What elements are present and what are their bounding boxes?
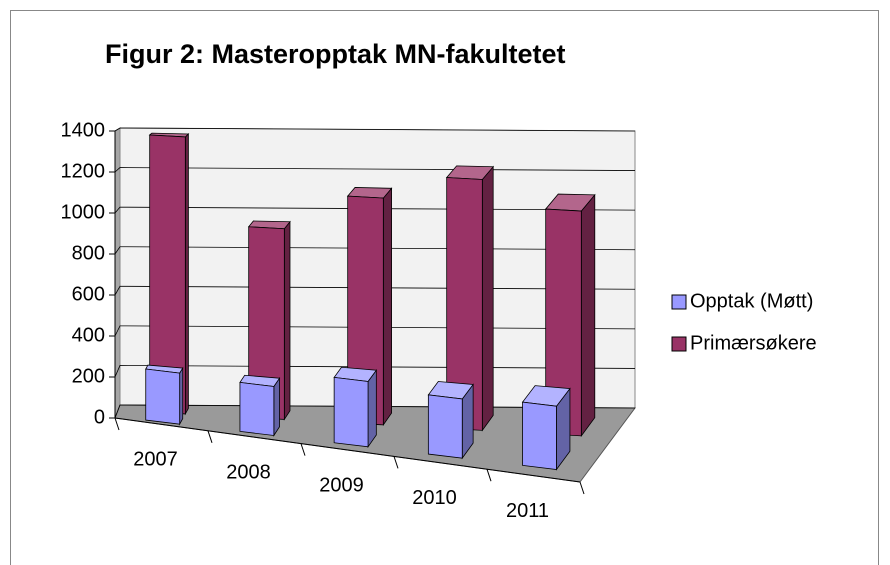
x-tick-label: 2009	[319, 474, 364, 496]
bar	[239, 374, 281, 437]
x-tick-label: 2008	[226, 461, 271, 483]
bar	[445, 165, 495, 432]
bar-side	[283, 220, 291, 421]
grid-line	[114, 127, 636, 132]
x-axis	[114, 417, 581, 483]
bar	[145, 364, 184, 426]
x-tick	[393, 456, 399, 469]
x-tick-label: 2010	[412, 487, 457, 509]
y-tick-label: 1000	[61, 201, 106, 223]
bar	[427, 381, 474, 460]
bar-front	[333, 376, 369, 448]
bar-front	[239, 381, 275, 436]
legend-label: Opptak (Møtt)	[690, 290, 813, 312]
legend-swatch	[671, 294, 687, 310]
bar-side	[481, 165, 494, 432]
y-tick-label: 800	[72, 242, 105, 264]
bar	[333, 366, 378, 449]
x-tick	[207, 430, 213, 443]
bar-side	[382, 187, 392, 427]
bar	[544, 193, 596, 438]
x-tick	[579, 481, 585, 495]
bar-side	[580, 193, 596, 438]
y-tick-label: 600	[72, 283, 105, 305]
bar-front	[427, 394, 463, 459]
x-tick	[486, 469, 492, 482]
bar	[346, 187, 393, 427]
legend-swatch	[671, 336, 687, 352]
bar-side	[179, 366, 184, 426]
bar-side	[184, 133, 189, 416]
bar-front	[145, 368, 181, 425]
x-tick-label: 2007	[133, 449, 178, 471]
legend-label: Primærsøkere	[690, 332, 817, 354]
x-tick-label: 2011	[506, 500, 549, 522]
bar-side	[367, 368, 377, 449]
bar-side	[273, 376, 280, 437]
bar-front	[522, 401, 557, 470]
y-tick-label: 1200	[61, 160, 106, 182]
x-tick	[300, 443, 306, 456]
y-tick-label: 1400	[61, 119, 106, 141]
bar	[521, 385, 571, 471]
x-tick	[114, 417, 120, 431]
chart-title: Figur 2: Masteropptak MN-fakultetet	[105, 39, 566, 69]
y-tick-label: 400	[72, 324, 105, 346]
bar	[148, 132, 190, 416]
bar	[247, 220, 291, 421]
y-tick-label: 0	[94, 406, 105, 428]
y-tick-label: 200	[72, 365, 105, 387]
